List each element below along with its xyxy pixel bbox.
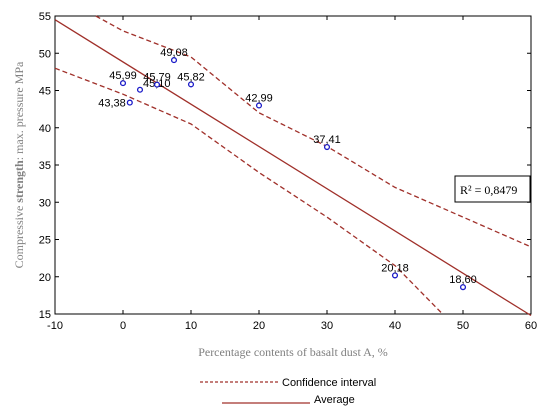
confidence-lower [54, 67, 444, 315]
data-point [119, 80, 127, 87]
regression-curves [54, 15, 532, 317]
legend-label-confidence: Confidence interval [282, 377, 376, 389]
data-label: 20,18 [381, 262, 409, 274]
legend: Confidence interval Average [200, 377, 376, 406]
data-point [391, 272, 399, 279]
data-label: 43,38 [98, 98, 126, 110]
x-tick-label: 30 [321, 320, 333, 332]
data-point [323, 143, 331, 151]
y-axis-label: Compressive strength: max. pressure MPa [12, 61, 26, 268]
data-label: 45,79 [143, 72, 171, 84]
y-tick-label: 50 [39, 48, 51, 60]
r2-label: R² = 0,8479 [460, 183, 517, 197]
data-label: 45,99 [109, 70, 137, 82]
y-tick-label: 20 [39, 272, 51, 284]
data-point [153, 81, 161, 88]
y-tick-label: 15 [39, 309, 51, 321]
data-points: 45,9943,3845,1045,7949,0845,8242,9937,41… [98, 47, 477, 291]
data-point [459, 284, 467, 291]
data-point [187, 81, 195, 88]
y-tick-label: 35 [39, 160, 51, 172]
data-point [170, 57, 178, 64]
data-point [126, 99, 133, 106]
x-tick-label: 20 [253, 320, 265, 332]
x-tick-label: 60 [525, 320, 537, 332]
y-tick-label: 45 [39, 86, 51, 98]
x-axis-label: Percentage contents of basalt dust A, % [198, 345, 388, 359]
data-point [255, 102, 263, 109]
y-axis-label-part-1: Compressive [12, 203, 26, 269]
plot-frame [54, 15, 532, 315]
legend-label-average: Average [314, 394, 355, 406]
data-label: 45,82 [177, 71, 205, 83]
y-tick-label: 25 [39, 235, 51, 247]
x-tick-label: 0 [120, 320, 126, 332]
data-label: 18,60 [449, 274, 477, 286]
y-tick-label: 30 [39, 197, 51, 209]
data-label: 49,08 [160, 47, 188, 59]
x-tick-label: 40 [389, 320, 401, 332]
y-tick-label: 40 [39, 123, 51, 135]
average-line [54, 19, 532, 317]
x-tick-label: 10 [185, 320, 197, 332]
x-tick-label: -10 [47, 320, 63, 332]
x-tick-label: 50 [457, 320, 469, 332]
y-axis-label-part-3: : max. pressure MPa [12, 61, 26, 160]
data-label: 37,41 [313, 134, 341, 146]
y-axis-label-part-2: strength [12, 160, 26, 203]
x-axis: -10 0 10 20 30 40 50 60 [47, 16, 537, 332]
r2-box: R² = 0,8479 [454, 175, 531, 203]
data-point [136, 86, 144, 93]
data-label: 42,99 [245, 92, 273, 104]
confidence-upper [95, 15, 532, 248]
y-tick-label: 55 [39, 11, 51, 23]
